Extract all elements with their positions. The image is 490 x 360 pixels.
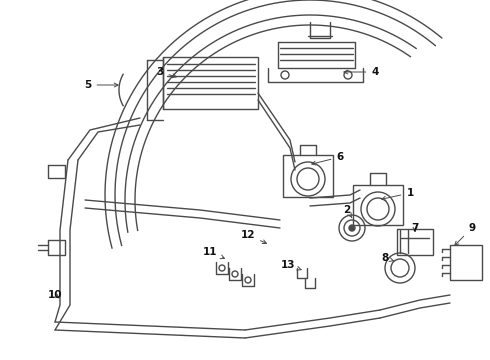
Text: 6: 6	[312, 152, 343, 165]
Text: 4: 4	[344, 67, 379, 77]
Text: 1: 1	[382, 188, 414, 200]
Text: 7: 7	[411, 223, 418, 233]
Text: 11: 11	[203, 247, 224, 258]
Text: 13: 13	[281, 260, 301, 270]
Circle shape	[349, 225, 355, 231]
Bar	[353, 185, 403, 225]
Text: 3: 3	[156, 67, 176, 78]
Bar	[283, 155, 333, 197]
Text: 9: 9	[455, 223, 476, 245]
Bar	[163, 57, 258, 109]
Text: 8: 8	[381, 253, 394, 263]
Bar	[450, 245, 482, 280]
Bar	[397, 229, 433, 255]
Text: 10: 10	[48, 290, 62, 300]
Text: 2: 2	[343, 205, 352, 218]
Text: 5: 5	[84, 80, 118, 90]
Text: 12: 12	[241, 230, 267, 244]
